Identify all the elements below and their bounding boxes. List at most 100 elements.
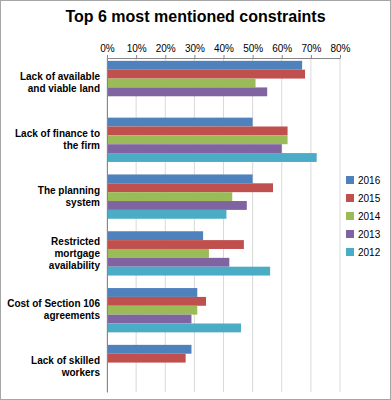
tick-mark: [136, 55, 137, 58]
tick-label: 50%: [243, 43, 263, 54]
tick-label: 40%: [214, 43, 234, 54]
bar: [107, 297, 206, 306]
y-axis: Lack of availableand viable landLack of …: [7, 59, 107, 393]
bar: [107, 306, 197, 315]
legend-label: 2014: [358, 211, 381, 222]
tick-label: 20%: [156, 43, 176, 54]
legend-item: 2013: [346, 229, 381, 240]
tick: 40%: [214, 43, 234, 58]
tick-label: 70%: [301, 43, 321, 54]
tick-mark: [253, 55, 254, 58]
legend-item: 2012: [346, 247, 381, 258]
bar: [107, 323, 241, 332]
legend-swatch: [346, 176, 354, 184]
tick-label: 0%: [100, 43, 115, 54]
bar: [107, 258, 229, 267]
legend-swatch: [346, 230, 354, 238]
tick: Cost of Section 106agreements: [7, 298, 107, 321]
legend-swatch: [346, 194, 354, 202]
category-label: Restrictedmortgageavailability: [49, 236, 101, 271]
x-axis: 0% 10% 20% 30% 40% 50% 60% 70% 80%: [100, 43, 350, 59]
tick-mark: [107, 55, 108, 58]
tick-mark: [194, 55, 195, 58]
label-line: mortgage: [54, 248, 100, 259]
tick-mark: [340, 55, 341, 58]
tick: 60%: [272, 43, 292, 58]
label-line: Restricted: [51, 236, 100, 247]
tick: Restrictedmortgageavailability: [49, 236, 107, 271]
grid-line: [223, 58, 224, 392]
bar: [107, 144, 282, 153]
grid-line: [281, 58, 282, 392]
bar: [107, 210, 226, 219]
grid-line: [107, 58, 108, 392]
bar: [107, 135, 288, 144]
bar: [107, 267, 270, 276]
grid-line: [136, 58, 137, 392]
grid: [107, 58, 340, 392]
tick-label: 80%: [330, 43, 350, 54]
tick-mark: [282, 55, 283, 58]
tick: 10%: [127, 43, 147, 58]
tick: Lack of availableand viable land: [20, 71, 107, 94]
grid-line: [310, 58, 311, 392]
legend: 2016 2015 2014 2013 2012: [346, 175, 381, 258]
label-line: workers: [61, 367, 101, 378]
bar: [107, 70, 305, 79]
bar: [107, 127, 288, 136]
grid-line: [165, 58, 166, 392]
label-line: The planning: [38, 185, 100, 196]
tick: Lack of finance tothe firm: [15, 128, 107, 151]
label-line: system: [66, 197, 101, 208]
bar: [107, 231, 203, 240]
bar: [107, 118, 253, 127]
legend-label: 2015: [358, 193, 381, 204]
tick-label: 30%: [185, 43, 205, 54]
label-line: agreements: [44, 310, 101, 321]
tick-label: 60%: [272, 43, 292, 54]
category-label: Lack of finance tothe firm: [15, 128, 100, 151]
bar: [107, 61, 302, 70]
tick: 80%: [330, 43, 350, 58]
frame: [1, 1, 391, 400]
label-line: and viable land: [28, 83, 100, 94]
legend-swatch: [346, 212, 354, 220]
tick: Lack of skilledworkers: [31, 355, 107, 378]
tick: The planningsystem: [38, 185, 107, 208]
bar: [107, 174, 253, 183]
title: Top 6 most mentioned constraints: [65, 8, 325, 25]
bar: [107, 249, 209, 258]
bar: [107, 354, 186, 363]
bar: [107, 345, 191, 354]
category-label: Lack of skilledworkers: [31, 355, 100, 378]
bar: [107, 201, 247, 210]
bar: [107, 79, 256, 88]
tick: 50%: [243, 43, 263, 58]
bar: [107, 153, 317, 162]
label-line: Lack of skilled: [31, 355, 100, 366]
category-label: The planningsystem: [38, 185, 100, 208]
label-line: the firm: [63, 140, 100, 151]
plot: 0% 10% 20% 30% 40% 50% 60% 70% 80% Lack of availa…: [7, 43, 350, 393]
legend-item: 2015: [346, 193, 381, 204]
bar: [107, 288, 197, 297]
bars: [107, 61, 317, 363]
axis-line: [108, 58, 341, 59]
bar: [107, 240, 244, 249]
tick: 0%: [100, 43, 115, 58]
chart: Top 6 most mentioned constraints 0% 10% 20%…: [0, 0, 391, 400]
label-line: Lack of available: [20, 71, 100, 82]
tick-mark: [165, 55, 166, 58]
legend-label: 2012: [358, 247, 381, 258]
axis-line: [107, 59, 108, 393]
legend-item: 2016: [346, 175, 381, 186]
tick-mark: [311, 55, 312, 58]
grid-line: [252, 58, 253, 392]
grid-line: [340, 58, 341, 392]
legend-label: 2016: [358, 175, 381, 186]
label-line: availability: [49, 260, 101, 271]
category-label: Lack of availableand viable land: [20, 71, 100, 94]
grid-line: [194, 58, 195, 392]
legend-label: 2013: [358, 229, 381, 240]
bar: [107, 192, 232, 201]
